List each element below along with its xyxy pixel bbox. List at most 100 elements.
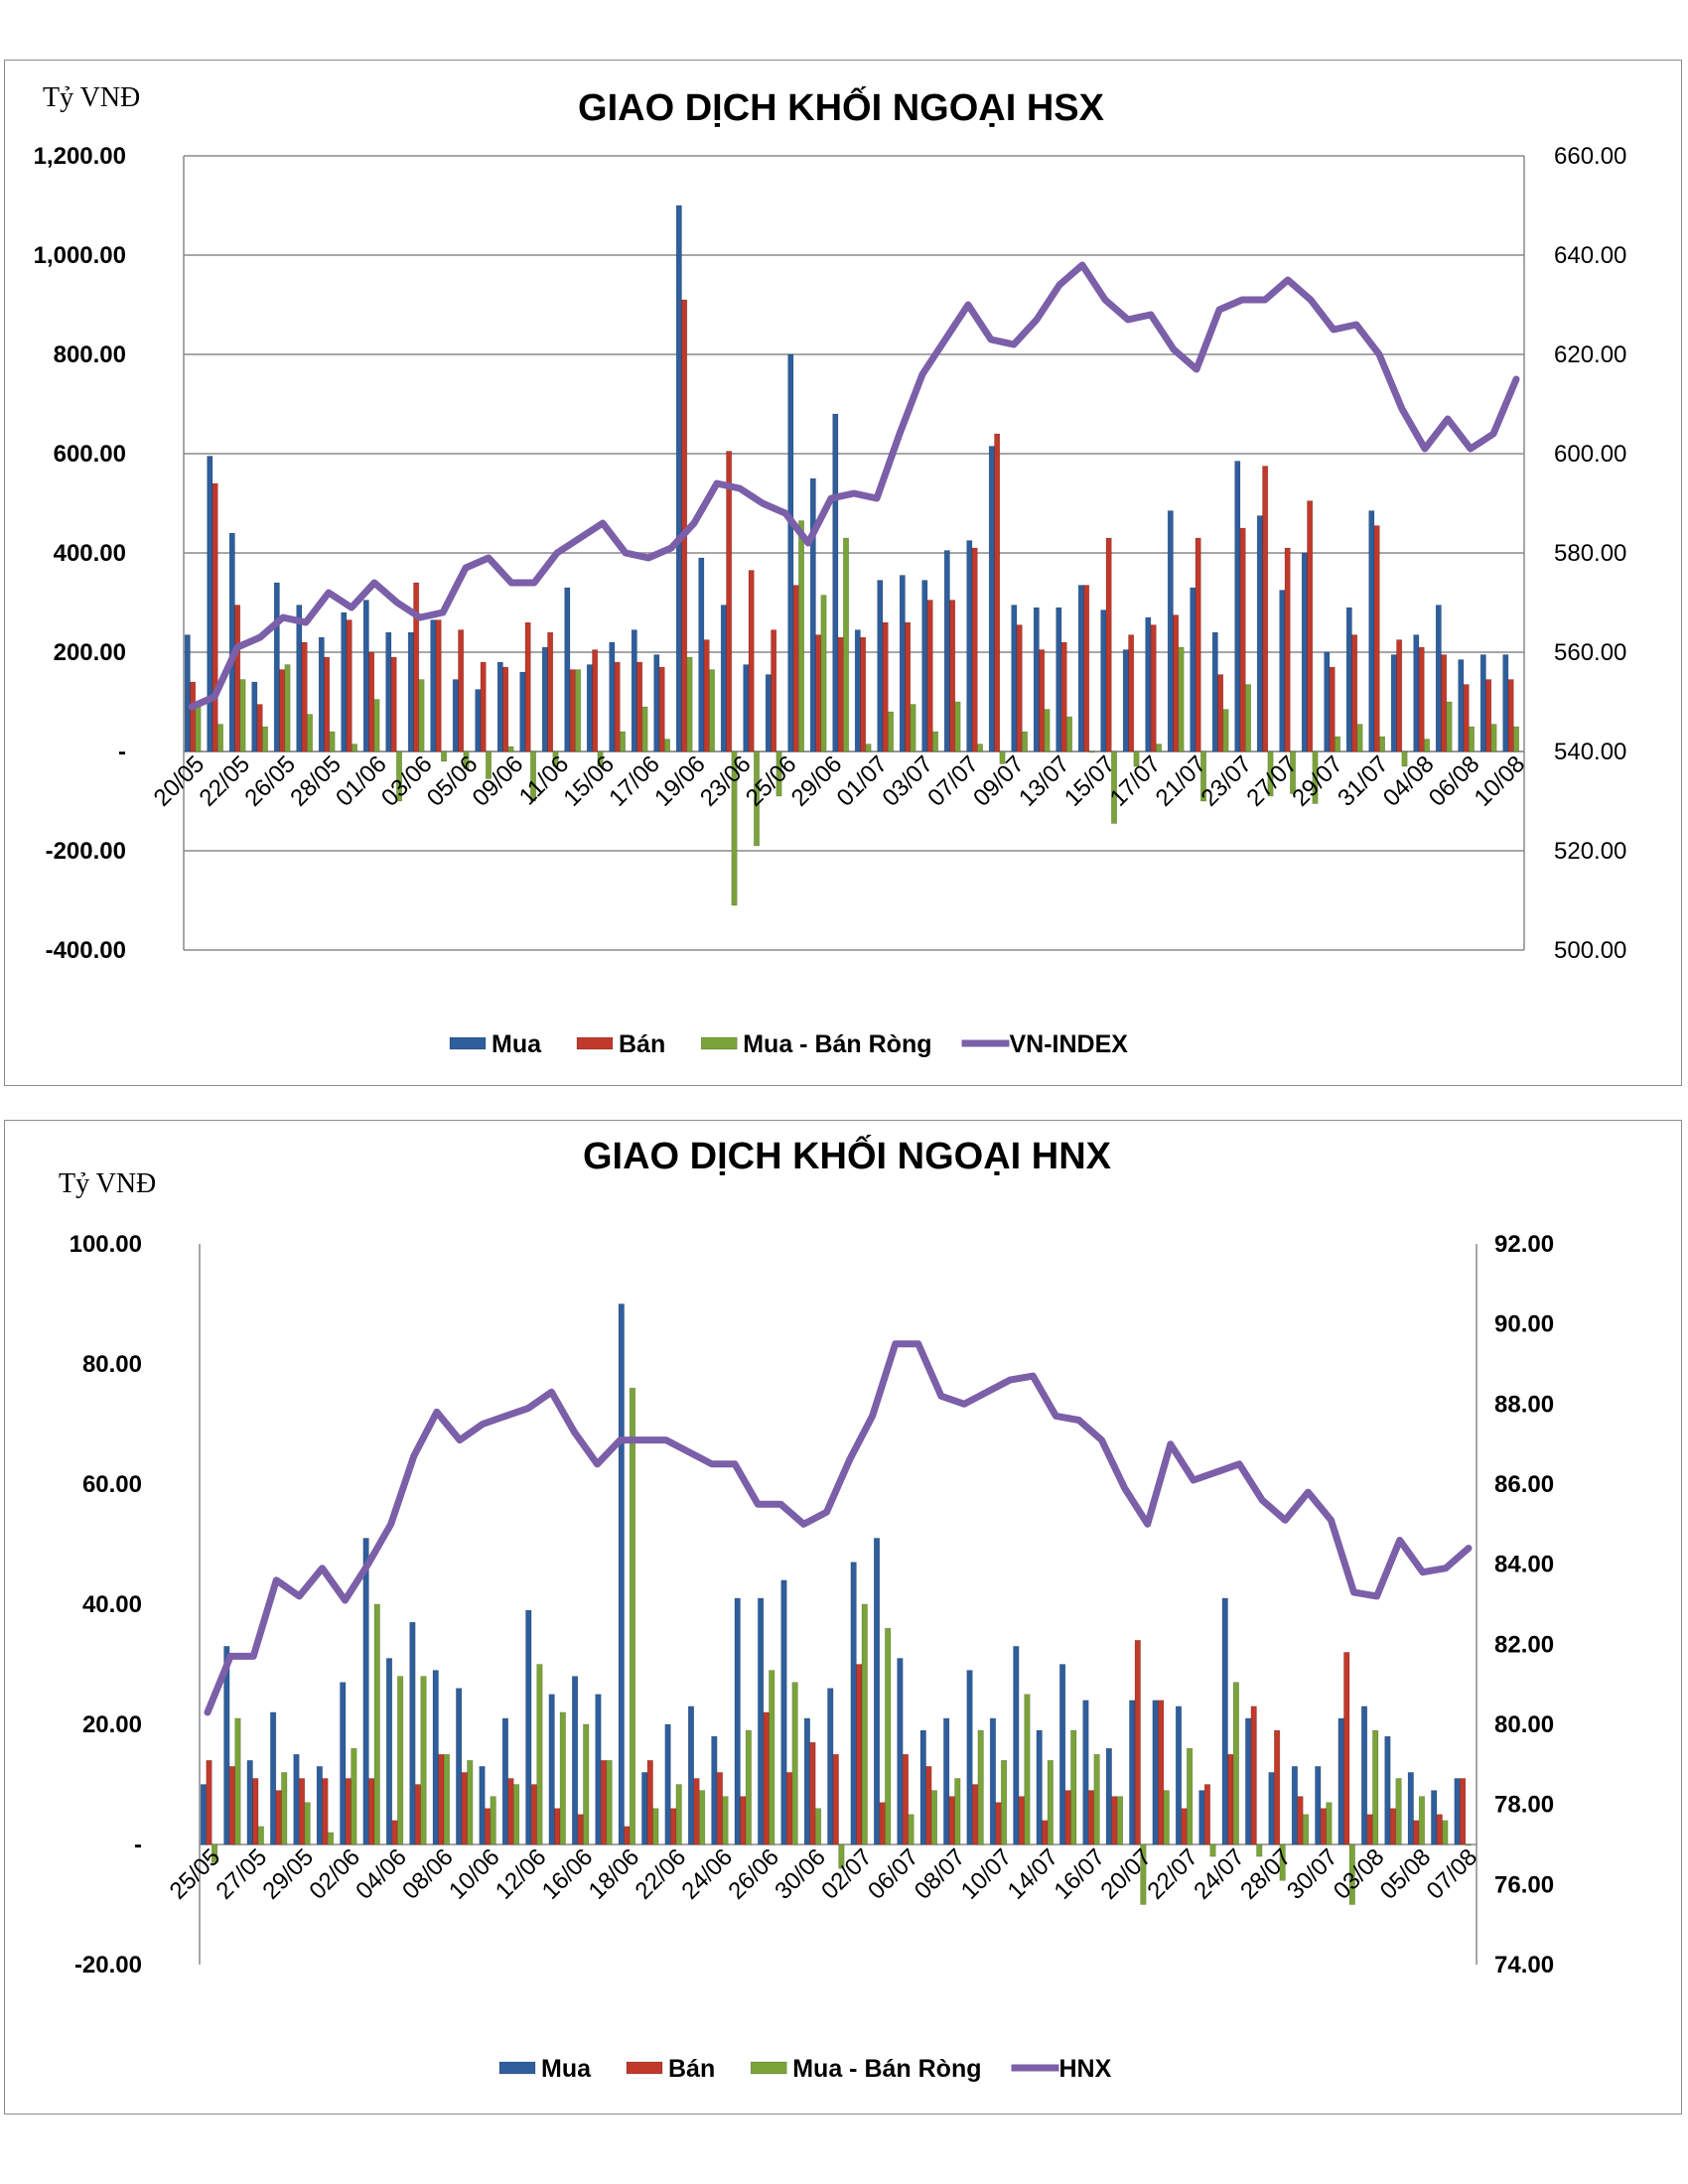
rong-bar	[1209, 1843, 1216, 1857]
rong-bar	[1418, 1796, 1426, 1845]
ban-bar	[809, 1741, 816, 1845]
ban-bar	[1111, 1796, 1118, 1845]
y2-tick-label: 84.00	[1494, 1552, 1554, 1578]
mua-bar	[564, 587, 571, 752]
y-tick-label: 40.00	[82, 1591, 142, 1618]
rong-bar	[327, 1832, 335, 1845]
x-tick-label: 03/06	[376, 751, 438, 812]
y-tick-label: -200.00	[46, 838, 126, 865]
y-tick-label: 200.00	[54, 639, 126, 666]
unit-label: Tỷ VNĐ	[59, 1168, 156, 1199]
mua-bar	[1152, 1700, 1159, 1845]
mua-bar	[316, 1766, 323, 1845]
rong-bar	[536, 1664, 543, 1845]
x-tick-label: 26/05	[239, 751, 301, 812]
mua-bar	[631, 629, 637, 752]
ban-bar	[1042, 1820, 1049, 1845]
mua-bar	[1390, 654, 1397, 752]
rong-bar	[999, 751, 1006, 764]
mua-bar	[897, 1658, 904, 1845]
x-tick-label: 24/06	[676, 1843, 738, 1905]
legend-label: Mua	[492, 1030, 542, 1058]
x-tick-label: 20/05	[149, 751, 211, 812]
mua-bar	[430, 619, 437, 752]
x-tick-label: 16/06	[537, 1843, 599, 1905]
legend-swatch	[576, 1036, 614, 1050]
x-tick-label: 22/06	[631, 1843, 692, 1905]
ban-bar	[324, 656, 331, 752]
y-tick-label: -20.00	[74, 1952, 142, 1979]
ban-bar	[1273, 1729, 1281, 1845]
mua-bar	[223, 1646, 230, 1845]
rong-bar	[1442, 1820, 1449, 1845]
rong-bar	[490, 1796, 496, 1845]
mua-bar	[200, 1784, 208, 1845]
rong-bar	[977, 744, 983, 752]
ban-bar	[832, 1753, 839, 1845]
ban-bar	[1413, 1820, 1420, 1845]
y2-tick-label: 560.00	[1554, 639, 1626, 666]
y2-tick-label: 600.00	[1554, 441, 1626, 468]
x-tick-label: 28/07	[1235, 1843, 1297, 1905]
mua-bar	[318, 636, 325, 752]
x-tick-label: 03/08	[1329, 1843, 1390, 1905]
mua-bar	[1221, 1597, 1228, 1845]
ban-bar	[256, 704, 263, 752]
mua-bar	[362, 600, 369, 752]
mua-bar	[1407, 1772, 1414, 1845]
rong-bar	[641, 706, 648, 752]
mua-bar	[734, 1597, 741, 1845]
ban-bar	[1418, 646, 1425, 752]
ban-bar	[391, 1820, 398, 1845]
rong-bar	[281, 1772, 288, 1845]
ban-bar	[925, 1766, 932, 1845]
ban-bar	[1128, 634, 1135, 752]
legend-label: Bán	[619, 1030, 665, 1058]
mua-bar	[899, 575, 906, 752]
legend-swatch	[700, 1036, 738, 1050]
rong-bar	[977, 1729, 984, 1845]
y-tick-label: 20.00	[82, 1711, 142, 1738]
y2-tick-label: 620.00	[1554, 341, 1626, 368]
rong-bar	[675, 1784, 682, 1845]
legend-label: Mua - Bán Ròng	[792, 2055, 981, 2083]
rong-bar	[195, 704, 202, 752]
rong-bar	[441, 751, 447, 762]
ban-bar	[368, 1778, 375, 1845]
x-tick-label: 10/07	[956, 1843, 1018, 1905]
x-tick-label: 02/07	[816, 1843, 878, 1905]
rong-bar	[1395, 1778, 1402, 1845]
legend-label: Bán	[668, 2055, 715, 2083]
x-tick-label: 27/05	[211, 1843, 273, 1905]
ban-bar	[1460, 1778, 1467, 1845]
mua-bar	[919, 1729, 926, 1845]
x-tick-label: 10/08	[1470, 751, 1531, 812]
ban-bar	[748, 570, 755, 752]
x-tick-label: 25/06	[741, 751, 802, 812]
ban-bar	[763, 1711, 770, 1845]
mua-bar	[653, 654, 660, 752]
unit-label: Tỷ VNĐ	[43, 82, 140, 113]
mua-bar	[246, 1759, 253, 1845]
rong-bar	[284, 664, 291, 752]
rong-bar	[1200, 751, 1206, 802]
mua-bar	[541, 646, 548, 752]
legend-swatch	[750, 2061, 787, 2075]
rong-bar	[1187, 1747, 1194, 1845]
x-tick-label: 07/08	[1422, 1843, 1483, 1905]
ban-bar	[414, 1784, 422, 1845]
rong-bar	[1156, 744, 1162, 752]
ban-bar	[1307, 500, 1314, 752]
ban-bar	[971, 547, 978, 752]
y2-tick-label: 82.00	[1494, 1631, 1554, 1658]
rong-bar	[397, 1676, 404, 1845]
x-tick-label: 23/06	[695, 751, 757, 812]
mua-bar	[1245, 1717, 1252, 1845]
x-tick-label: 06/08	[1424, 751, 1485, 812]
x-tick-label: 08/06	[397, 1843, 459, 1905]
y2-tick-label: 86.00	[1494, 1471, 1554, 1498]
rong-bar	[1424, 739, 1430, 752]
ban-bar	[949, 600, 956, 752]
ban-bar	[1227, 1753, 1234, 1845]
ban-bar	[879, 1802, 886, 1845]
